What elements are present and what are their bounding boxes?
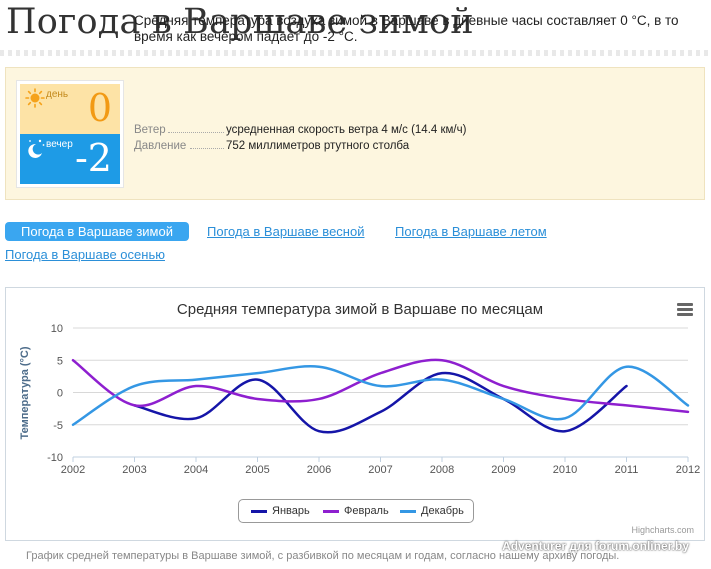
- series-line: [133, 371, 628, 434]
- series-line: [71, 365, 690, 426]
- chart-credits-link[interactable]: Highcharts.com: [631, 525, 694, 535]
- x-tick-label: 2005: [245, 464, 269, 476]
- evening-label: вечер: [46, 139, 73, 150]
- x-tick-label: 2006: [307, 464, 331, 476]
- x-tick-label: 2007: [368, 464, 392, 476]
- x-tick-label: 2002: [61, 464, 85, 476]
- sun-icon: [25, 88, 45, 108]
- x-tick-label: 2003: [122, 464, 146, 476]
- legend-label: Февраль: [344, 505, 389, 517]
- day-temperature-panel: день 0: [20, 84, 120, 134]
- chart-legend: Январь Февраль Декабрь: [238, 499, 474, 523]
- evening-temperature-panel: вечер -2: [20, 134, 120, 184]
- x-tick-label: 2012: [676, 464, 700, 476]
- y-tick-label: 5: [57, 355, 63, 367]
- wind-key: Ветер: [134, 124, 226, 136]
- y-axis-label: Температура (°C): [19, 346, 31, 439]
- tab-summer[interactable]: Погода в Варшаве летом: [395, 224, 547, 239]
- temperature-summary: Средняя температура воздуха зимой в Варш…: [134, 13, 679, 44]
- title-divider: [0, 50, 711, 56]
- day-label: день: [46, 89, 69, 100]
- y-tick-label: -5: [53, 420, 63, 432]
- temperature-chart: Средняя температура зимой в Варшаве по м…: [5, 287, 705, 541]
- wind-value: усредненная скорость ветра 4 м/с (14.4 к…: [226, 124, 467, 136]
- day-temperature-value: 0: [87, 86, 112, 130]
- y-tick-label: 10: [51, 323, 63, 335]
- hamburger-menu-icon: [677, 303, 693, 306]
- tab-autumn[interactable]: Погода в Варшаве осенью: [5, 247, 165, 262]
- x-tick-label: 2010: [553, 464, 577, 476]
- watermark: Adventurer для forum.onliner.by: [502, 539, 689, 553]
- tab-winter[interactable]: Погода в Варшаве зимой: [5, 222, 189, 241]
- weather-info-box: день 0 вечер -2: [5, 67, 705, 200]
- legend-swatch: [400, 510, 416, 513]
- legend-label: Январь: [272, 505, 310, 517]
- hamburger-menu-icon-bar: [677, 308, 693, 311]
- x-tick-label: 2009: [491, 464, 515, 476]
- pressure-row: Давление 752 миллиметров ртутного столба: [134, 140, 694, 152]
- tab-spring[interactable]: Погода в Варшаве весной: [207, 224, 365, 239]
- legend-swatch: [251, 510, 267, 513]
- x-tick-label: 2004: [184, 464, 208, 476]
- page-title: Погода в Варшаве зимой: [6, 2, 474, 42]
- pressure-value: 752 миллиметров ртутного столба: [226, 140, 410, 152]
- chart-caption: График средней температуры в Варшаве зим…: [26, 550, 620, 562]
- y-tick-label: -10: [47, 452, 63, 464]
- legend-swatch: [323, 510, 339, 513]
- hamburger-menu-icon-bar: [677, 313, 693, 316]
- pressure-key: Давление: [134, 140, 226, 152]
- x-tick-label: 2011: [615, 464, 639, 476]
- x-tick-label: 2008: [430, 464, 454, 476]
- chart-canvas: Средняя температура зимой в Варшаве по м…: [19, 301, 700, 476]
- chart-menu-button[interactable]: [672, 298, 698, 320]
- moon-stars-icon: [28, 139, 45, 158]
- wind-row: Ветер усредненная скорость ветра 4 м/с (1…: [134, 124, 694, 136]
- evening-temperature-value: -2: [74, 136, 112, 180]
- series-line: [71, 358, 690, 414]
- temperature-card: день 0 вечер -2: [16, 80, 124, 188]
- chart-title: Средняя температура зимой в Варшаве по м…: [177, 301, 543, 318]
- legend-label: Декабрь: [421, 505, 464, 517]
- y-tick-label: 0: [57, 388, 63, 400]
